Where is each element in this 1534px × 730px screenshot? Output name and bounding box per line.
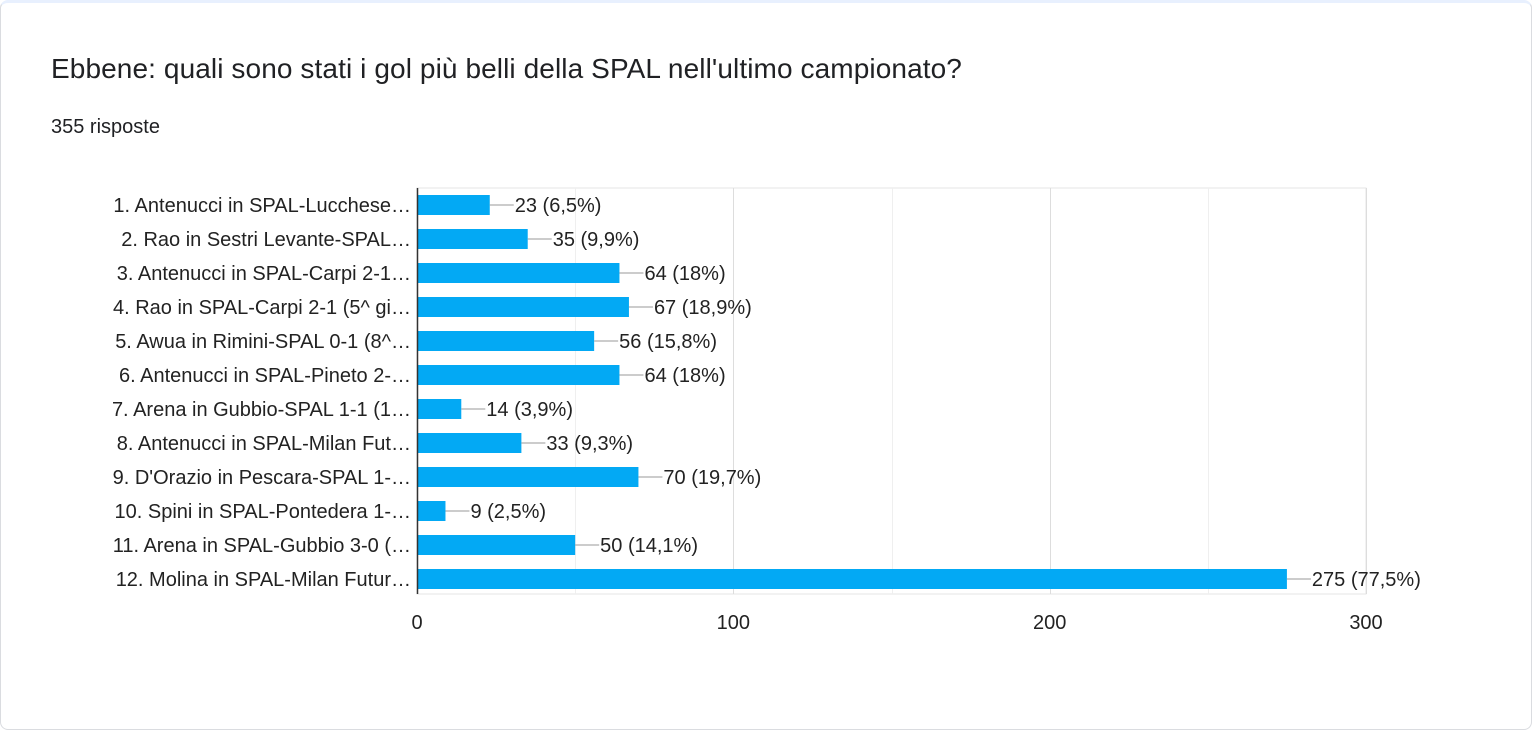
bar — [417, 467, 639, 487]
category-label: 5. Awua in Rimini-SPAL 0-1 (8^… — [115, 331, 411, 353]
bar — [417, 263, 620, 283]
category-label: 6. Antenucci in SPAL-Pineto 2-… — [119, 365, 411, 387]
bar — [417, 569, 1287, 589]
bar — [417, 331, 595, 351]
category-label: 2. Rao in Sestri Levante-SPAL… — [121, 229, 411, 251]
category-label: 12. Molina in SPAL-Milan Futur… — [116, 569, 411, 591]
bar — [417, 535, 576, 555]
category-label: 3. Antenucci in SPAL-Carpi 2-1… — [117, 263, 411, 285]
category-label: 7. Arena in Gubbio-SPAL 1-1 (1… — [112, 399, 411, 421]
value-label: 14 (3,9%) — [486, 399, 573, 421]
x-tick-label: 100 — [717, 612, 750, 634]
category-label: 10. Spini in SPAL-Pontedera 1-… — [115, 501, 411, 523]
x-tick-label: 0 — [411, 612, 422, 634]
value-label: 33 (9,3%) — [546, 433, 633, 455]
value-label: 70 (19,7%) — [663, 467, 761, 489]
bar-chart: 23 (6,5%) 1. Antenucci in SPAL-Lucchese… 3… — [112, 187, 1421, 634]
value-label: 64 (18%) — [644, 263, 725, 285]
value-label: 56 (15,8%) — [619, 331, 717, 353]
bar — [417, 195, 490, 215]
value-label: 64 (18%) — [644, 365, 725, 387]
bar — [417, 501, 446, 521]
bar — [417, 229, 528, 249]
response-count: 355 risposte — [51, 116, 160, 138]
value-label: 9 (2,5%) — [470, 501, 546, 523]
x-tick-label: 300 — [1349, 612, 1382, 634]
category-label: 1. Antenucci in SPAL-Lucchese… — [113, 195, 411, 217]
bar — [417, 399, 462, 419]
value-label: 67 (18,9%) — [654, 297, 752, 319]
value-label: 50 (14,1%) — [600, 535, 698, 557]
question-title: Ebbene: quali sono stati i gol più belli… — [51, 53, 962, 84]
bar — [417, 433, 522, 453]
category-label: 4. Rao in SPAL-Carpi 2-1 (5^ gi… — [113, 297, 411, 319]
value-label: 275 (77,5%) — [1312, 569, 1421, 591]
bar — [417, 297, 629, 317]
value-label: 35 (9,9%) — [553, 229, 640, 251]
category-label: 9. D'Orazio in Pescara-SPAL 1-… — [113, 467, 411, 489]
bar — [417, 365, 620, 385]
x-tick-label: 200 — [1033, 612, 1066, 634]
category-label: 11. Arena in SPAL-Gubbio 3-0 (… — [113, 535, 411, 557]
category-label: 8. Antenucci in SPAL-Milan Fut… — [117, 433, 411, 455]
value-label: 23 (6,5%) — [515, 195, 602, 217]
